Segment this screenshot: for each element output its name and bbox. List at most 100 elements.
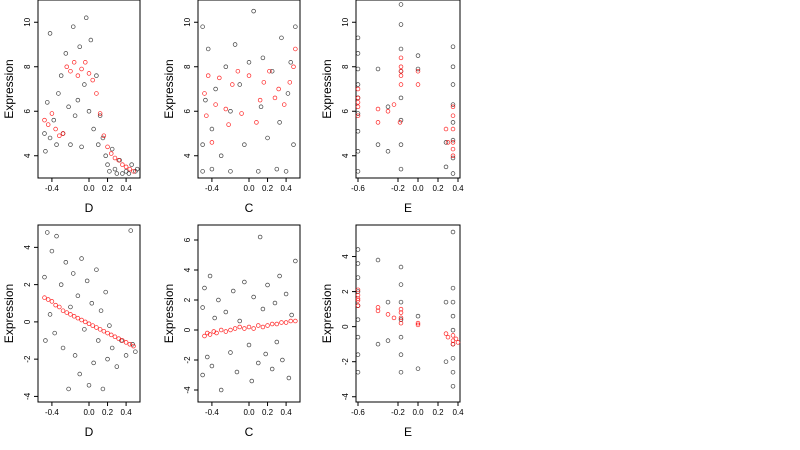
panel-d-bottom-point bbox=[71, 314, 77, 319]
panel-c-top-x-axis-title: C bbox=[245, 201, 254, 215]
panel-c-bottom-point bbox=[223, 309, 229, 315]
panel-e-bottom-point bbox=[450, 369, 456, 375]
panel-d-top-point bbox=[120, 162, 125, 167]
panel-d-top-point bbox=[79, 144, 84, 150]
panel-e-bottom-point bbox=[398, 369, 404, 375]
panel-c-bottom-point bbox=[283, 291, 289, 297]
panel-d-top-point bbox=[45, 100, 50, 105]
panel-d-top-point bbox=[64, 64, 69, 69]
panel-c-bottom-point bbox=[286, 375, 292, 381]
panel-d-bottom-point bbox=[72, 353, 78, 358]
panel-d-top-y-tick-label: 10 bbox=[23, 17, 32, 26]
panel-d-top-point bbox=[126, 171, 132, 176]
panel-e-bottom-point bbox=[443, 299, 449, 305]
panel-c-bottom-point bbox=[218, 327, 224, 333]
panel-d-top-point bbox=[123, 164, 129, 170]
panel-d-bottom-point bbox=[84, 278, 90, 284]
panel-d-bottom-point bbox=[45, 230, 50, 235]
panel-d-bottom-point bbox=[112, 334, 118, 340]
panel-d-bottom-y-tick-label: 4 bbox=[23, 245, 32, 250]
panel-c-bottom-point bbox=[269, 321, 275, 327]
panel-c-bottom-point bbox=[209, 363, 215, 369]
panel-d-bottom-point bbox=[43, 338, 48, 343]
panel-d-top-point bbox=[72, 113, 78, 118]
panel-c-bottom-x-tick-label: 0.2 bbox=[262, 408, 274, 417]
panel-e-top-point bbox=[355, 66, 361, 72]
panel-c-bottom-point bbox=[232, 326, 238, 331]
panel-e-top-point bbox=[398, 142, 404, 147]
panel-d-top-point bbox=[75, 97, 81, 103]
panel-c-bottom-point bbox=[289, 312, 294, 318]
panel-d-top-x-axis-title: D bbox=[85, 201, 94, 215]
panel-c-bottom-point bbox=[216, 297, 221, 303]
panel-d-bottom-point bbox=[94, 325, 99, 330]
panel-c-top-point bbox=[285, 91, 291, 96]
panel-d-top-point bbox=[97, 113, 103, 118]
panel-d-bottom-point bbox=[75, 293, 81, 299]
panel-c-bottom-point bbox=[249, 378, 255, 384]
panel-d-bottom-point bbox=[109, 345, 115, 351]
panel-c-top-point bbox=[277, 120, 282, 125]
panel-e-top-x-tick-label: 0.4 bbox=[452, 184, 464, 193]
panel-e-bottom-x-axis-title: E bbox=[404, 425, 412, 439]
panel-c-bottom-y-tick-label: 6 bbox=[183, 237, 192, 242]
panel-d-bottom-point bbox=[57, 304, 62, 310]
panel-c-top-point bbox=[213, 102, 218, 107]
panel-c-top-point bbox=[283, 169, 289, 174]
panel-d-bottom-point bbox=[60, 308, 66, 313]
panel-c-top-point bbox=[251, 8, 256, 14]
panel-e-bottom-point bbox=[450, 229, 456, 235]
panel-d-bottom-point bbox=[116, 336, 121, 341]
panel-c-top-point bbox=[293, 24, 298, 29]
panel-d-top-point bbox=[51, 117, 57, 123]
panel-d-top-y-axis-title: Expression bbox=[2, 59, 16, 118]
panel-e-bottom-y-tick-label: -4 bbox=[341, 393, 350, 401]
panel-d-top-x-tick-label: 0.4 bbox=[121, 184, 133, 193]
panel-c-top-point bbox=[209, 126, 215, 132]
panel-e-bottom-x-tick-label: -0.6 bbox=[351, 408, 365, 417]
panel-e-bottom-point bbox=[355, 261, 361, 266]
panel-e-top-x-tick-label: 0.0 bbox=[412, 184, 424, 193]
panel-d-top-point bbox=[77, 44, 82, 49]
panel-d-top-y-tick-label: 6 bbox=[23, 108, 32, 113]
panel-e-top-point bbox=[355, 51, 361, 56]
panel-e-top-series-black bbox=[355, 2, 456, 176]
panel-c-top-point bbox=[200, 169, 205, 174]
panel-d-top-x-tick-label: 0.2 bbox=[102, 184, 114, 193]
panel-e-top-y-tick-label: 10 bbox=[341, 17, 350, 26]
panel-d-bottom-point bbox=[47, 312, 53, 317]
panel-c-bottom-series-red bbox=[202, 318, 298, 339]
panel-c-bottom-y-axis-title: Expression bbox=[162, 284, 176, 343]
panel-d-top-y-tick-label: 8 bbox=[23, 64, 32, 69]
panel-e-top-point bbox=[375, 120, 381, 125]
panel-c-bottom-frame bbox=[197, 224, 301, 403]
panel-e-bottom-point bbox=[385, 299, 391, 305]
panel-e-bottom-point bbox=[398, 306, 404, 312]
panel-c-bottom-point bbox=[251, 294, 256, 300]
panel-c-bottom-point bbox=[274, 321, 280, 327]
panel-d-top-point bbox=[68, 68, 73, 74]
panel-c-top-x-tick-label: -0.4 bbox=[205, 184, 219, 193]
panel-e-bottom-frame bbox=[355, 224, 461, 403]
panel-d-top-point bbox=[109, 146, 115, 152]
panel-d-top-point bbox=[86, 108, 92, 114]
panel-d-top-point bbox=[114, 171, 120, 176]
panel-e-top-point bbox=[385, 108, 391, 114]
panel-e-bottom-point bbox=[455, 340, 461, 345]
panel-e-top-point bbox=[355, 113, 361, 118]
panel-e-bottom-point bbox=[415, 313, 421, 319]
panel-d-bottom-point bbox=[75, 315, 81, 321]
panel-e-top-point bbox=[450, 44, 456, 49]
panel-e-top-x-axis-title: E bbox=[404, 201, 412, 215]
panel-e-bottom-point bbox=[375, 308, 381, 314]
panel-d-bottom-point bbox=[54, 233, 59, 239]
panel-d-bottom-point bbox=[94, 267, 99, 272]
panel-c-bottom-y-tick-label: 2 bbox=[183, 297, 192, 302]
panel-d-bottom-point bbox=[96, 338, 101, 343]
panel-d-bottom-point bbox=[103, 289, 108, 295]
panel-c-top-point bbox=[205, 46, 211, 52]
panel-d-top-point bbox=[129, 162, 134, 167]
panel-e-top-point bbox=[398, 166, 404, 172]
panel-c-bottom-x-tick-label: -0.4 bbox=[205, 408, 219, 417]
